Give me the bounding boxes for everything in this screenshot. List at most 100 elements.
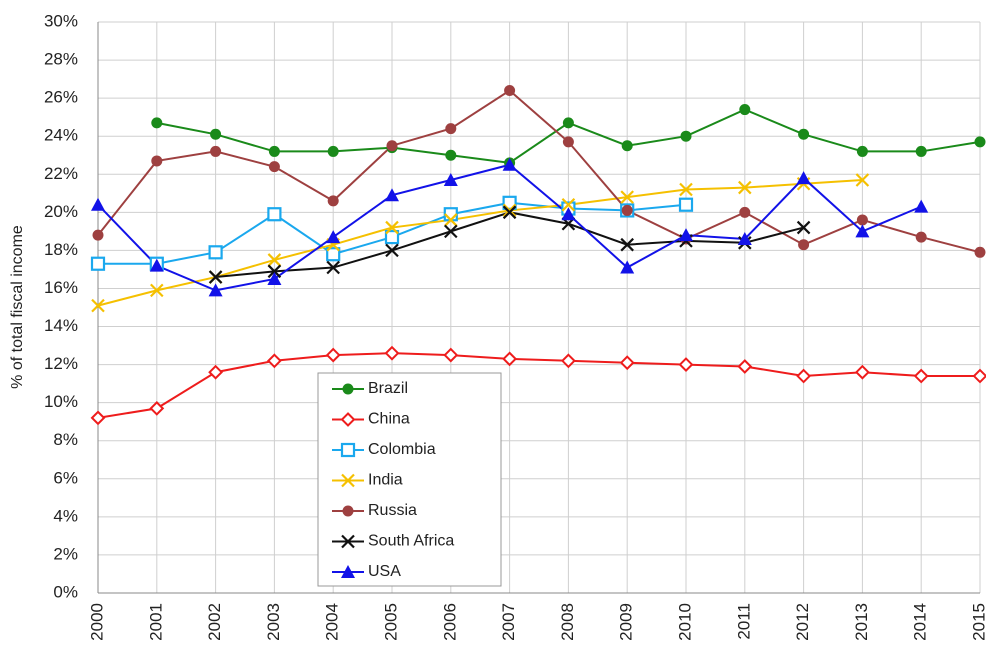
marker [798,128,810,140]
marker [915,231,927,243]
legend-label: USA [368,563,401,580]
marker [678,357,694,373]
marker [855,224,870,238]
marker [341,473,355,488]
marker [621,140,633,152]
x-tick-label: 2010 [675,603,694,641]
marker [340,412,356,427]
marker [208,245,223,260]
marker [739,206,751,218]
marker [974,136,986,148]
marker [149,258,164,272]
x-tick-label: 2007 [499,603,518,641]
y-tick-label: 6% [53,468,78,487]
marker [914,199,929,213]
marker [210,145,222,157]
marker [796,171,811,185]
marker [327,145,339,157]
marker [738,180,752,195]
marker [504,85,516,97]
x-tick-label: 2006 [440,603,459,641]
marker [561,197,576,212]
marker [620,260,635,274]
marker [798,239,810,251]
marker [386,140,398,152]
marker [149,400,165,416]
x-tick-label: 2000 [87,603,106,641]
marker [560,353,576,369]
marker [796,220,811,235]
y-tick-label: 26% [44,88,78,107]
marker [341,534,355,549]
series-line [97,89,981,254]
series-line [97,352,980,419]
marker [326,260,340,275]
marker [208,283,223,297]
marker [739,104,751,116]
x-tick-label: 2002 [205,603,224,641]
marker [325,347,341,363]
marker [326,247,341,262]
marker [737,231,752,245]
marker [561,207,576,221]
marker [621,204,633,216]
x-tick-label: 2012 [793,603,812,641]
marker [342,383,354,395]
marker [972,368,986,384]
y-tick-label: 4% [53,506,78,525]
marker [679,228,693,242]
y-tick-label: 16% [44,278,78,297]
marker [340,442,356,458]
marker [502,195,517,210]
marker [210,128,222,140]
marker [796,368,812,384]
marker [385,220,399,235]
marker [385,188,399,202]
y-tick-label: 14% [44,316,78,335]
marker [502,205,517,220]
legend-label: Colombia [368,441,436,458]
y-tick-label: 0% [53,582,78,601]
marker [327,195,339,207]
marker [502,157,517,171]
marker [856,145,868,157]
marker [678,197,694,212]
marker [268,161,280,173]
y-tick-label: 22% [44,164,78,183]
marker [737,359,753,374]
marker [266,353,282,369]
marker [208,270,223,284]
marker [502,351,518,367]
marker [384,229,400,245]
y-tick-label: 2% [53,544,78,563]
marker [91,197,105,211]
marker [151,155,163,167]
legend-label: China [368,411,410,428]
marker [151,117,163,129]
y-tick-label: 28% [44,50,78,69]
marker [620,237,634,252]
marker [974,246,986,258]
y-tick-label: 30% [44,11,78,30]
marker [619,355,635,371]
y-tick-label: 20% [44,202,78,221]
marker [90,410,106,426]
marker [342,505,354,517]
marker [855,173,870,187]
x-tick-label: 2013 [852,603,871,641]
y-tick-label: 8% [53,430,78,449]
x-tick-label: 2009 [617,603,636,641]
marker [443,172,458,186]
marker [856,214,868,226]
x-tick-label: 2015 [969,603,986,641]
x-tick-label: 2011 [734,603,753,640]
y-tick-label: 24% [44,126,78,145]
marker [384,345,400,361]
marker [443,347,459,363]
marker [208,364,224,380]
marker [90,256,106,271]
marker [267,264,282,279]
marker [620,190,634,204]
marker [385,243,399,258]
